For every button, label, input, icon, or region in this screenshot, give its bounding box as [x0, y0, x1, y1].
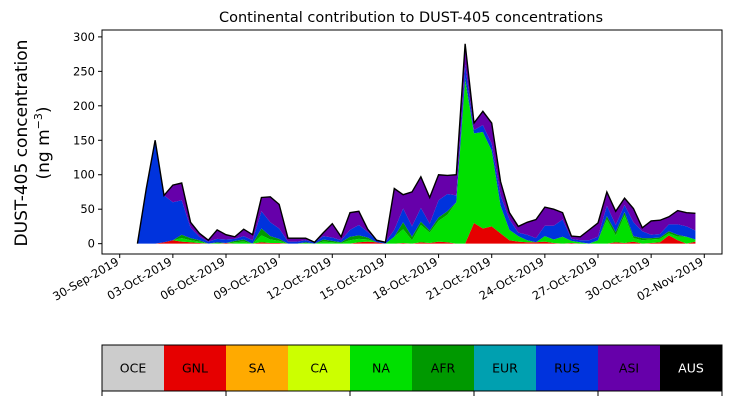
legend-label-rus: RUS [554, 361, 580, 376]
legend-label-ca: CA [310, 361, 328, 376]
y-tick-label: 150 [73, 133, 95, 147]
legend-label-oce: OCE [120, 361, 147, 376]
legend-swatch-afr [412, 345, 475, 391]
legend-label-aus: AUS [678, 361, 704, 376]
y-tick-label: 200 [73, 99, 95, 113]
area-asi [137, 43, 696, 244]
legend-swatch-sa [226, 345, 289, 391]
legend-label-gnl: GNL [182, 361, 208, 376]
legend-label-sa: SA [249, 361, 266, 376]
x-axis-ticks: 30-Sep-201903-Oct-201906-Oct-201909-Oct-… [50, 254, 706, 304]
plot-areas [137, 43, 696, 244]
y-tick-label: 0 [88, 237, 95, 251]
y-axis-unit-text: (ng m [34, 129, 54, 179]
legend-label-na: NA [372, 361, 390, 376]
y-axis-title-line1: DUST-405 concentration [12, 40, 32, 247]
legend: OCE GNL SA CA NA AFR EUR RUS ASI AUS [101, 344, 723, 396]
plot-frame [101, 29, 723, 255]
y-axis-unit-close: ) [34, 106, 54, 113]
legend-swatch-gnl [164, 345, 227, 391]
y-tick-label: 300 [73, 30, 95, 44]
legend-swatch-asi [598, 345, 661, 391]
legend-label-asi: ASI [619, 361, 639, 376]
legend-swatch-eur [474, 345, 537, 391]
total-outline-line [136, 43, 696, 244]
legend-frame [101, 344, 723, 392]
legend-swatch-rus [536, 345, 599, 391]
y-axis-title: DUST-405 concentration (ng m−3) [12, 40, 54, 247]
y-axis-ticks: 0 50 100 150 200 250 300 [73, 30, 102, 251]
y-axis-unit-exponent: −3 [32, 113, 45, 129]
y-axis-title-line2: (ng m−3) [32, 106, 54, 179]
legend-swatch-ca [288, 345, 351, 391]
legend-swatch-na [350, 345, 413, 391]
y-tick-label: 50 [80, 202, 95, 216]
legend-swatch-oce [102, 345, 165, 391]
y-tick-label: 100 [73, 168, 95, 182]
chart-title: Continental contribution to DUST-405 con… [219, 10, 603, 26]
legend-label-eur: EUR [492, 361, 518, 376]
legend-swatch-aus [660, 345, 723, 391]
y-tick-label: 250 [73, 64, 95, 78]
legend-label-afr: AFR [431, 361, 456, 376]
